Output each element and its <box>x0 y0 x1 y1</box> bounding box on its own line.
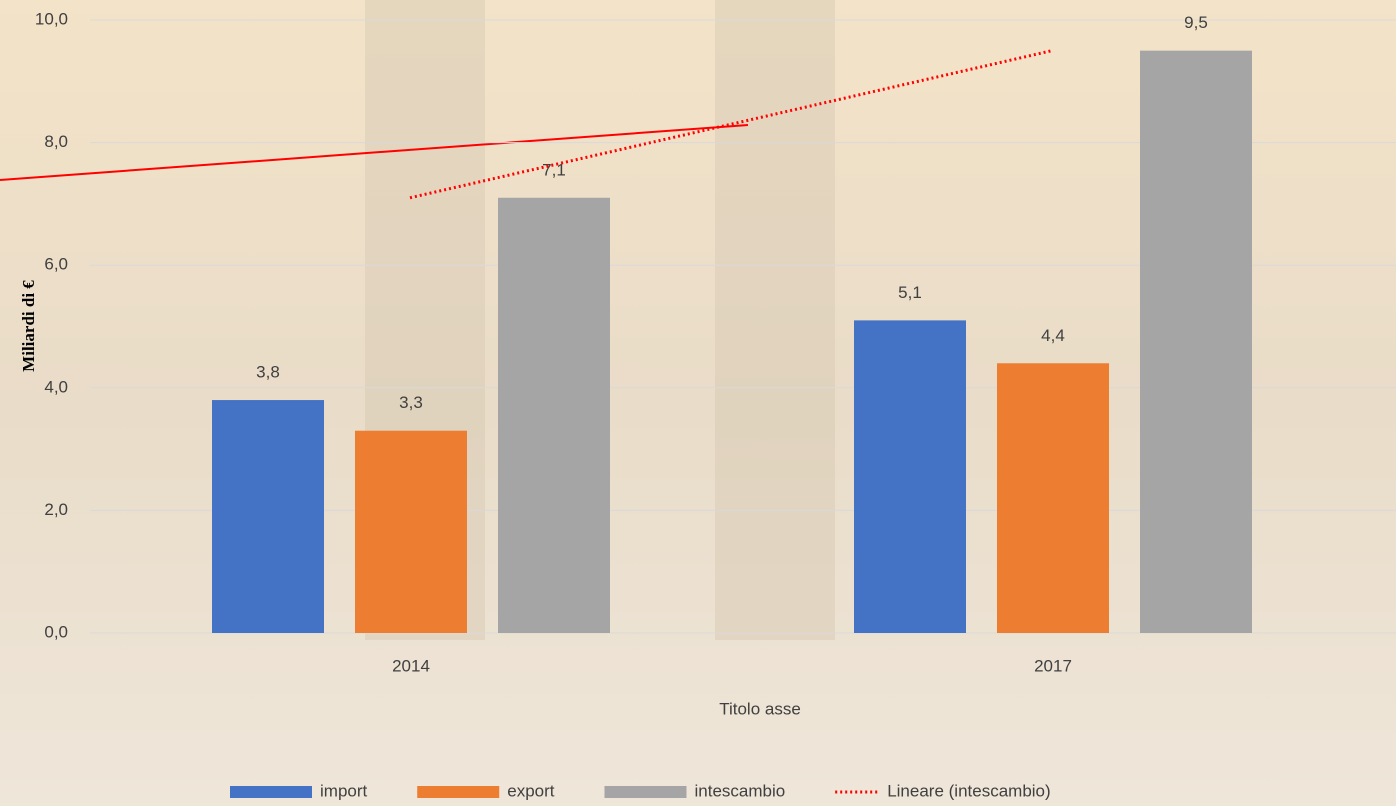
bridge-pillar <box>715 0 835 640</box>
bar <box>355 430 467 633</box>
bar <box>854 320 966 633</box>
x-tick-label: 2014 <box>392 656 430 675</box>
bar <box>498 197 610 633</box>
y-tick-label: 6,0 <box>44 255 68 274</box>
bar <box>997 363 1109 633</box>
legend-label: export <box>507 781 555 800</box>
y-axis-title: Miliardi di € <box>19 280 38 372</box>
value-label: 3,8 <box>256 363 280 382</box>
bar <box>212 400 324 633</box>
y-tick-label: 10,0 <box>35 9 68 28</box>
x-axis-title: Titolo asse <box>719 699 801 718</box>
legend-swatch <box>230 786 312 798</box>
value-label: 4,4 <box>1041 326 1065 345</box>
legend-label: intescambio <box>694 781 785 800</box>
value-label: 9,5 <box>1184 13 1208 32</box>
annotation-line <box>0 124 749 181</box>
value-label: 5,1 <box>898 283 922 302</box>
y-tick-label: 2,0 <box>44 500 68 519</box>
x-tick-label: 2017 <box>1034 656 1072 675</box>
value-label: 3,3 <box>399 393 423 412</box>
y-tick-label: 4,0 <box>44 377 68 396</box>
legend-swatch <box>417 786 500 798</box>
legend-swatch <box>604 786 687 798</box>
legend-label: import <box>320 781 368 800</box>
y-tick-label: 8,0 <box>44 132 68 151</box>
bar <box>1140 50 1252 633</box>
y-tick-label: 0,0 <box>44 622 68 641</box>
legend-label: Lineare (intescambio) <box>887 781 1050 800</box>
